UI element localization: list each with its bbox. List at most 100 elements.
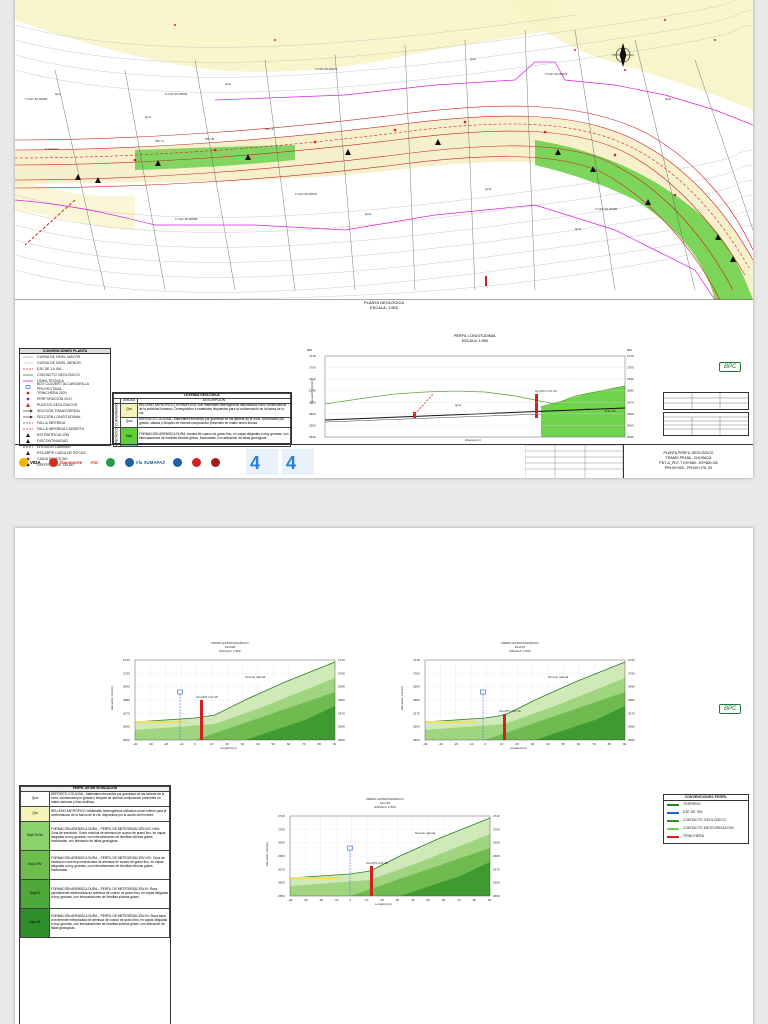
profile-legend: CONVENCIONES PERFIL TERRENO EJE DE VÍA CON…: [663, 794, 749, 844]
weathering-desc: DEPÓSITO COLUVIAL: Materiales removidos …: [49, 790, 170, 807]
section-x-tick: 10: [500, 742, 504, 746]
legend-symbol-icon: [667, 811, 679, 814]
profile-title: PERFIL LONGITUDINAL ESCALA: 1:500: [453, 334, 497, 343]
svg-text:PD7-A: PD7-A: [155, 139, 164, 143]
section-y-tick: 2650: [628, 738, 635, 742]
plan-legend-item: FALLA INFERIDA CUBIERTA: [20, 426, 110, 432]
section-x-tick: 30: [241, 742, 245, 746]
section-x-tick: -40: [288, 898, 293, 902]
section-y-tick: 2700: [628, 671, 635, 675]
profile-y-tick: 2700: [309, 366, 316, 370]
section-trench-bar: [503, 714, 506, 740]
section-x-tick: 40: [411, 898, 415, 902]
geologic-legend-unit: Kspl: [120, 426, 138, 448]
section-x-tick: -10: [179, 742, 184, 746]
section-y-tick: 2660: [628, 725, 635, 729]
geologic-legend-desc: RELLENO ANTRÓPICO (TERRAPLÉN): Son mater…: [137, 402, 291, 418]
legend-symbol-icon: [23, 385, 33, 389]
revision-grid: [524, 444, 624, 478]
profile-y-tick: 2710: [627, 354, 634, 358]
legend-symbol-icon: [23, 451, 33, 455]
section-frame: [134, 659, 336, 741]
legend-symbol-icon: [23, 355, 33, 359]
geologic-legend-group: CUATERNARIO: [113, 403, 121, 428]
section-x-tick: 30: [531, 742, 535, 746]
bpc-logo: BPC: [719, 362, 742, 372]
section-frame: [289, 815, 491, 897]
plan-legend-label: PERFORACIÓN 2017: [37, 396, 73, 401]
section-y-tick: 2680: [278, 854, 285, 858]
title-block-line: PLANTA PERFIL GEOLÓGICO: [663, 451, 714, 455]
plan-legend-item: PUNTOS GEOLÓGICOS: [20, 402, 110, 408]
legend-symbol-icon: [23, 373, 33, 377]
profile-y-tick: 2650: [627, 423, 634, 427]
geologic-legend-unit-header: UNIDAD: [120, 397, 138, 404]
svg-text:Qcd: Qcd: [145, 115, 151, 119]
svg-text:T-CH7-30-00076: T-CH7-30-00076: [545, 72, 568, 76]
profile-y-tick: 2640: [309, 435, 316, 439]
section-y-tick: 2700: [493, 827, 500, 831]
section-x-tick: 40: [546, 742, 550, 746]
svg-text:4: 4: [286, 453, 296, 473]
plan-legend-item: TRINCHERA 2020: [20, 390, 110, 396]
weathering-table-row: Qcol DEPÓSITO COLUVIAL: Materiales removi…: [20, 790, 170, 807]
section-x-label: Longitud (m): [510, 746, 527, 750]
section-y-tick: 2650: [493, 894, 500, 898]
section-x-tick: -30: [148, 742, 153, 746]
profile-legend-label: TRINCHERA: [683, 834, 704, 839]
section-x-tick: -20: [454, 742, 459, 746]
section-x-tick: 20: [515, 742, 519, 746]
section-y-tick: 2650: [338, 738, 345, 742]
profile-y-tick: 2680: [309, 389, 316, 393]
legend-symbol-icon: [23, 403, 33, 407]
plan-legend-item: DISCONTINUIDAD: [20, 438, 110, 444]
section-y-tick: 2710: [278, 814, 285, 818]
svg-text:T-CH7-30-00070: T-CH7-30-00070: [315, 67, 338, 71]
section-terrain-label: Terreno natural: [548, 675, 569, 679]
section-y-tick: 2710: [338, 658, 345, 662]
section-y-tick: 2670: [123, 711, 130, 715]
plan-legend-label: PUNTOS GEOLÓGICOS: [37, 402, 78, 407]
section-y-tick: 2680: [123, 698, 130, 702]
plan-legend-label: ESCARPE CAIDA DE ROCAS: [37, 450, 86, 455]
logo-via-sumapaz: Vía SUMAPAZ: [124, 457, 165, 467]
plan-legend-label: BOX CULVERT ALCANTARILLA PROYECTADA: [37, 382, 89, 391]
weathering-table-row: Kspl-III FORMACIÓN ARENISCA DURA – PERFIL…: [20, 878, 170, 909]
weathering-unit: Kspl-II/I: [20, 907, 50, 938]
svg-text:Qcol: Qcol: [485, 187, 492, 191]
section-x-label: Longitud (m): [220, 746, 237, 750]
plan-legend-item: CURVA DE NIVEL MENOR: [20, 360, 110, 366]
plan-legend-item: SECCIÓN LONGITUDINAL: [20, 414, 110, 420]
plan-legend-item: CONTACTO GEOLÓGICO: [20, 372, 110, 378]
logo-partner: [172, 457, 184, 467]
legend-symbol-icon: [23, 421, 33, 425]
section-y-tick: 2690: [278, 841, 285, 845]
weathering-table-row: Kspl-V/IV FORMACIÓN ARENISCA DURA – PERFI…: [20, 849, 170, 880]
section-terrain-label: Terreno natural: [245, 675, 266, 679]
profile-y-tick: 2690: [627, 377, 634, 381]
logo-vida: VIDA: [19, 457, 41, 467]
longitudinal-profile: PERFIL LONGITUDINAL ESCALA: 1:500 580 56…: [305, 334, 645, 452]
map-label: A Girardot: [45, 147, 59, 151]
section-x-tick: 30: [396, 898, 400, 902]
section-x-tick: 50: [561, 742, 565, 746]
weathering-unit: Qra: [20, 805, 50, 822]
legend-symbol-icon: [667, 803, 679, 806]
profile-y-tick: 2700: [627, 366, 634, 370]
section-y-label: Elevación (msnm): [400, 686, 404, 710]
profile-frame: [324, 355, 626, 438]
section-station: K9+715: [380, 801, 391, 805]
section-x-tick: 70: [302, 742, 306, 746]
section-x-tick: -10: [334, 898, 339, 902]
svg-text:T-CH7-30-00072: T-CH7-30-00072: [295, 192, 318, 196]
legend-symbol-icon: [23, 445, 33, 449]
section-pd-label: Cto.PD7-A-P-15: [366, 861, 388, 865]
legend-symbol-icon: [667, 835, 679, 838]
section-station: K9+600: [225, 645, 236, 649]
svg-text:Qcol: Qcol: [575, 227, 582, 231]
section-pd-label: Cto.PD7-A-P-15: [499, 709, 521, 713]
section-x-tick: 70: [457, 898, 461, 902]
logo-partner: [210, 457, 222, 467]
weathering-unit: Kspl-VI/Cm: [20, 820, 50, 851]
